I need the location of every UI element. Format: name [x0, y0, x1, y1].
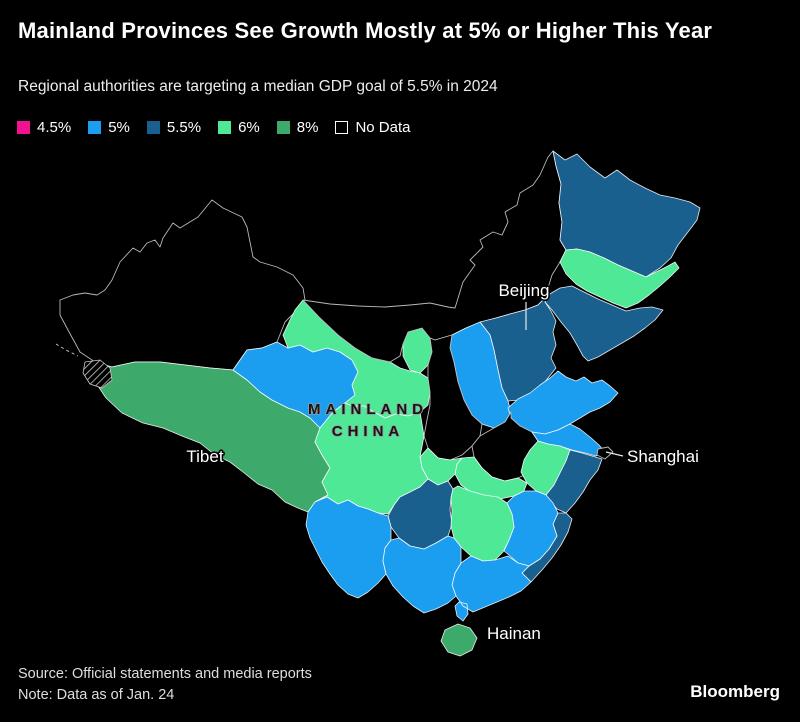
- beijing-map-label: Beijing: [498, 281, 549, 300]
- legend: 4.5% 5% 5.5% 6% 8% No Data: [17, 119, 411, 136]
- data-note: Note: Data as of Jan. 24: [18, 687, 175, 703]
- legend-item-8-: 8%: [276, 119, 319, 136]
- legend-item-5-: 5%: [88, 119, 130, 136]
- region-hunan: [450, 485, 515, 562]
- region-xinjiang: [59, 199, 306, 371]
- region-zhejiang: [545, 449, 603, 514]
- shanghai-callout-line: [605, 451, 624, 457]
- legend-swatch: [218, 121, 232, 134]
- disputed-area-hatch-icon: [82, 359, 113, 389]
- legend-label: 6%: [238, 119, 260, 136]
- legend-label: 4.5%: [37, 119, 72, 136]
- bloomberg-logo: Bloomberg: [690, 682, 780, 701]
- region-hubei: [454, 456, 528, 500]
- region-jilin: [559, 248, 680, 309]
- legend-item-6-: 6%: [218, 119, 260, 136]
- legend-item-no-data: No Data: [335, 119, 411, 136]
- region-shanghai: [596, 446, 614, 460]
- legend-swatch: [146, 121, 160, 134]
- shanghai-map-label: Shanghai: [627, 447, 699, 466]
- legend-swatch: [276, 121, 290, 134]
- tibet-map-label: Tibet: [186, 447, 223, 466]
- source-note: Source: Official statements and media re…: [18, 666, 312, 682]
- mainland-china-map-label: MAINLAND CHINA: [308, 401, 428, 440]
- legend-swatch: [17, 121, 30, 134]
- chart-title: Mainland Provinces See Growth Mostly at …: [18, 18, 713, 43]
- dashed-border-line: [55, 343, 79, 357]
- legend-label: No Data: [355, 119, 411, 136]
- legend-label: 8%: [296, 119, 319, 136]
- region-liaoning: [544, 285, 664, 362]
- region-hainan: [440, 623, 478, 657]
- hainan-map-label: Hainan: [487, 624, 541, 643]
- legend-label: 5.5%: [166, 119, 202, 136]
- chart-subtitle: Regional authorities are targeting a med…: [18, 78, 498, 95]
- legend-item-5-5-: 5.5%: [146, 119, 202, 136]
- region-guangxi: [382, 535, 462, 614]
- region-heilongjiang: [552, 150, 701, 278]
- region-guangdong: [451, 555, 532, 622]
- legend-item-4-5-: 4.5%: [17, 119, 71, 136]
- legend-swatch: [88, 121, 102, 134]
- legend-label: 5%: [108, 119, 130, 136]
- legend-swatch: [335, 121, 349, 134]
